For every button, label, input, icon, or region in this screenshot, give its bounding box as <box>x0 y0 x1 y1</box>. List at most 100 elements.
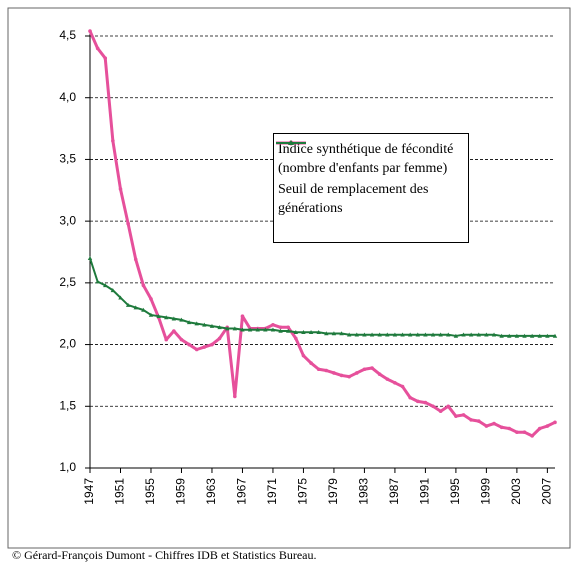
point <box>415 332 420 337</box>
point <box>362 367 367 372</box>
point <box>339 331 344 336</box>
x-tick-label: 1967 <box>235 478 249 505</box>
point <box>461 413 466 417</box>
point <box>339 373 344 378</box>
point <box>293 330 299 335</box>
point <box>240 314 245 318</box>
point <box>171 316 177 321</box>
point <box>423 400 428 405</box>
point <box>476 332 481 337</box>
x-tick-label: 2007 <box>540 478 554 505</box>
x-tick-label: 1971 <box>265 478 279 505</box>
x-tick-label: 1983 <box>357 478 371 505</box>
point <box>355 371 359 375</box>
point <box>324 368 329 373</box>
point <box>285 328 291 333</box>
x-tick-label: 1995 <box>448 478 462 505</box>
point <box>270 327 276 332</box>
point <box>172 329 176 333</box>
legend-swatch <box>276 140 306 145</box>
point <box>141 283 146 288</box>
point <box>553 420 557 425</box>
point <box>468 332 474 337</box>
point <box>484 424 489 428</box>
y-tick-label: 1,0 <box>59 460 76 474</box>
point <box>87 255 93 260</box>
point <box>369 332 375 337</box>
point <box>446 404 451 409</box>
point <box>484 332 489 337</box>
point <box>454 414 458 418</box>
point <box>370 366 374 370</box>
point <box>522 430 527 435</box>
point <box>301 353 306 358</box>
legend-label: Indice synthétique de fécondité (nombre … <box>278 142 454 176</box>
point <box>346 332 352 337</box>
point <box>499 333 504 338</box>
x-tick-label: 1991 <box>418 478 432 505</box>
point <box>125 302 131 307</box>
point <box>545 333 550 338</box>
point <box>514 333 520 338</box>
point <box>316 330 321 335</box>
point <box>110 288 116 293</box>
point <box>415 399 420 404</box>
point <box>194 321 199 326</box>
x-tick-label: 1975 <box>296 478 310 505</box>
point <box>133 257 138 262</box>
point <box>393 381 397 385</box>
point <box>95 46 100 51</box>
point <box>149 297 153 301</box>
point <box>217 336 222 341</box>
point <box>385 377 390 381</box>
x-tick-label: 1955 <box>143 478 157 505</box>
y-tick-label: 2,0 <box>59 337 76 351</box>
y-tick-label: 1,5 <box>59 398 76 412</box>
legend-label: Seuil de remplacement des générations <box>278 182 429 216</box>
point <box>209 323 215 328</box>
point <box>164 337 169 342</box>
point <box>507 426 512 431</box>
point <box>240 327 245 332</box>
point <box>126 221 130 226</box>
point <box>354 332 360 337</box>
point <box>233 394 237 399</box>
point <box>194 347 199 352</box>
x-tick-label: 1963 <box>204 478 218 505</box>
point <box>278 325 283 330</box>
point <box>430 332 436 337</box>
x-tick-label: 1947 <box>82 478 96 505</box>
point <box>324 331 329 336</box>
point <box>438 332 443 337</box>
y-tick-label: 3,0 <box>59 213 76 227</box>
point <box>377 332 382 337</box>
point <box>88 29 92 33</box>
point <box>438 409 443 414</box>
x-tick-label: 1959 <box>174 478 188 505</box>
legend-entry: Seuil de remplacement des générations <box>276 140 464 218</box>
point <box>103 283 108 288</box>
point <box>118 295 123 300</box>
y-tick-label: 3,5 <box>59 152 76 166</box>
x-tick-label: 1987 <box>387 478 401 505</box>
point <box>156 313 161 318</box>
point <box>271 323 275 327</box>
y-tick-label: 4,5 <box>59 28 76 42</box>
point <box>247 327 253 332</box>
frame <box>7 7 571 549</box>
point <box>537 426 542 431</box>
point <box>446 332 451 337</box>
point <box>545 424 550 428</box>
point <box>332 371 336 375</box>
point <box>103 56 108 61</box>
legend-marker <box>288 140 294 145</box>
point <box>179 317 184 322</box>
legend-entry: Indice synthétique de fécondité (nombre … <box>276 140 464 178</box>
point <box>210 342 214 347</box>
point <box>202 322 207 327</box>
point <box>263 327 268 332</box>
point <box>232 326 238 331</box>
point <box>255 327 260 332</box>
